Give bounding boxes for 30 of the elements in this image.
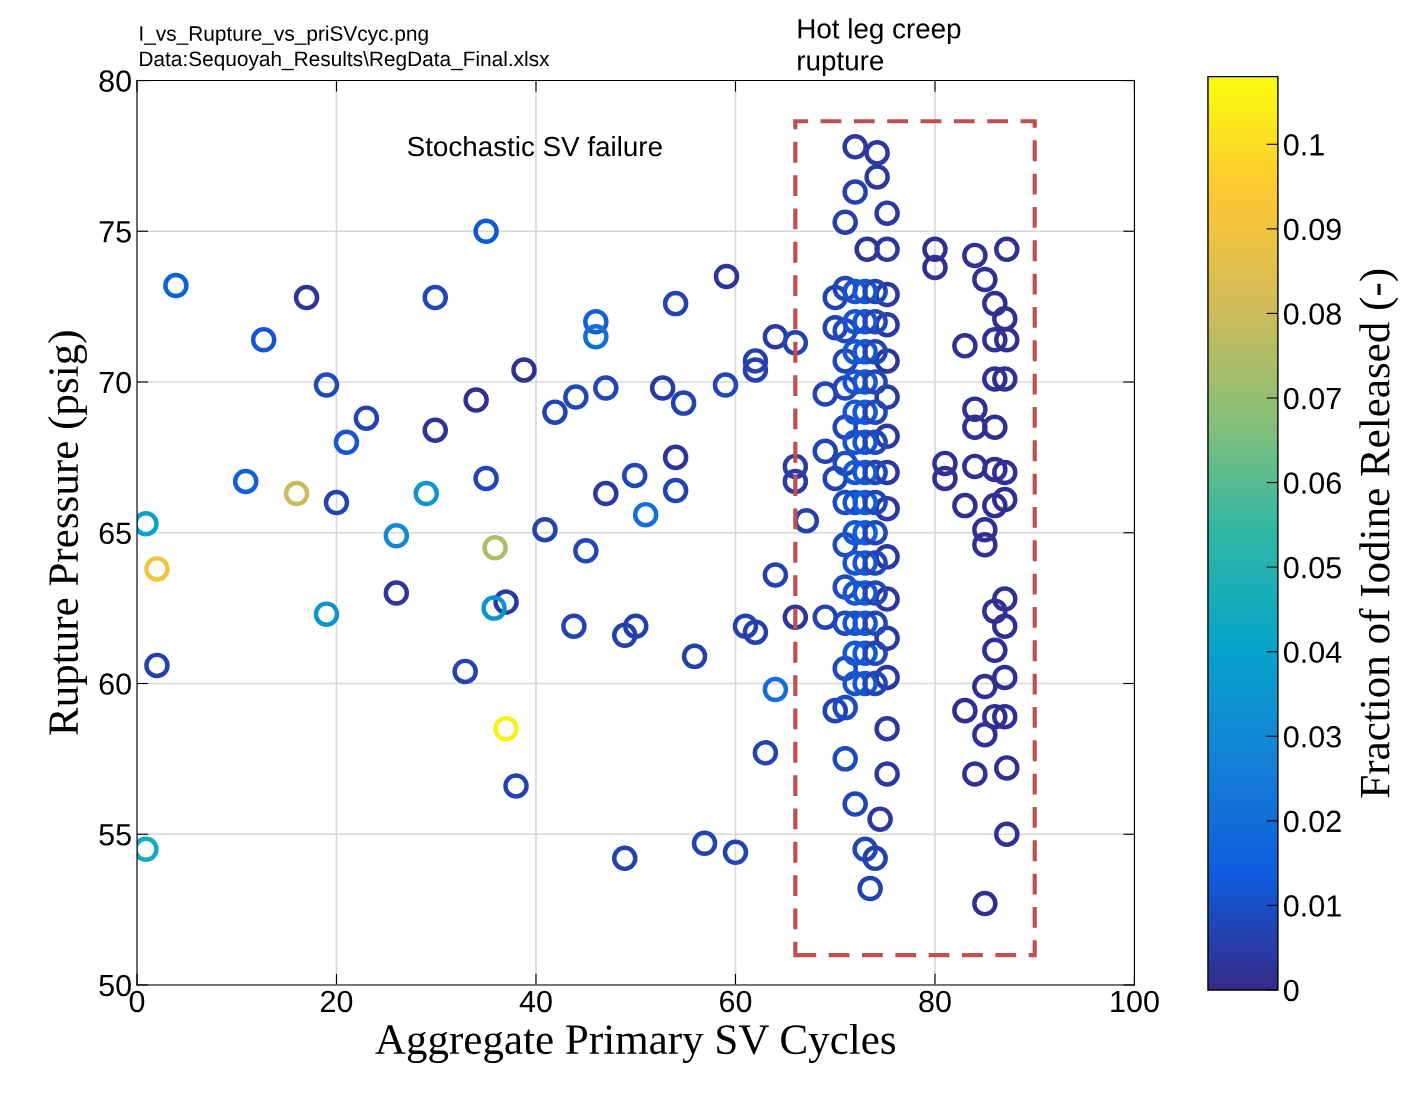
color-bar-label: 0.07	[1283, 387, 1341, 410]
text: Data:Sequoyah_Results\RegData_Final.xlsx	[140, 50, 550, 71]
color-bar-label: 0.06	[1283, 472, 1341, 494]
color-bar-label: 0.08	[1283, 303, 1341, 325]
y-tick-label: 70	[99, 371, 131, 394]
text: I_vs_Rupture_vs_priSVcyc.png	[140, 25, 428, 46]
y-axis-title: Rupture Pressure (psig)	[47, 331, 88, 735]
x-tick-label: 40	[519, 990, 552, 1013]
color-bar-label: 0.03	[1283, 725, 1341, 748]
color-bar-title: Fraction of Iodine Released (-)	[1358, 269, 1399, 798]
x-tick-label: 60	[720, 990, 752, 1013]
color-bar-label: 0.02	[1283, 810, 1341, 833]
text: Hot leg creep rupture	[798, 18, 961, 76]
color-bar-label: 0.05	[1283, 556, 1341, 579]
y-tick-label: 50	[99, 974, 131, 997]
color-bar-label: 0.01	[1283, 895, 1341, 917]
y-tick-label: 60	[99, 673, 131, 695]
color-bar-label: 0.04	[1283, 641, 1342, 664]
x-tick-label: 80	[919, 990, 951, 1013]
x-tick-label: 0	[129, 990, 145, 1013]
y-tick-label: 55	[99, 824, 131, 846]
color-bar-label: 0.09	[1283, 218, 1341, 241]
x-axis-title: Aggregate Primary SV Cycles	[375, 1023, 896, 1064]
x-tick-label: 100	[1111, 990, 1159, 1013]
y-tick-label: 75	[99, 221, 131, 243]
annotation: Stochastic SV failure	[407, 135, 662, 157]
y-tick-label: 65	[99, 522, 131, 545]
y-tick-label: 80	[99, 70, 131, 92]
color-bar-label: 0.1	[1283, 134, 1324, 156]
x-tick-label: 20	[321, 990, 353, 1013]
